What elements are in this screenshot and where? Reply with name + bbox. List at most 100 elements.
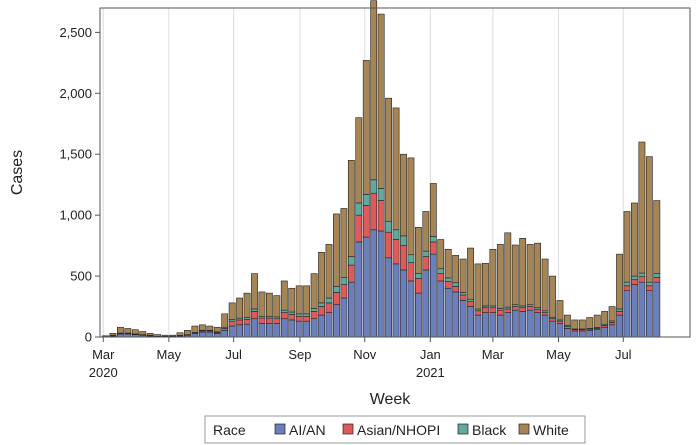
bar-segment-ai-an (347, 281, 355, 338)
bar-segment-asian-nhopi (310, 311, 318, 320)
bar-segment-asian-nhopi (623, 285, 631, 291)
legend: Race AI/AN Asian/NHOPI Black White (204, 415, 586, 444)
bar-segment-ai-an (407, 280, 415, 338)
bar-segment-ai-an (429, 253, 437, 338)
bar-segment-ai-an (258, 323, 266, 338)
x-axis: Mar 2020 May Jul Sep Nov Jan 2021 Mar May Jul (89, 337, 632, 380)
bar-segment-asian-nhopi (444, 281, 452, 289)
bar-segment-white (184, 329, 191, 335)
bar-segment-ai-an (280, 318, 288, 338)
bar-segment-white (131, 329, 139, 335)
bar-segment-ai-an (340, 297, 348, 338)
bar-segment-white (109, 333, 117, 336)
x-tick-label: Jan (420, 347, 441, 362)
bar-segment-ai-an (228, 325, 236, 338)
bar-segment-white (161, 334, 169, 337)
bar-segment-asian-nhopi (295, 315, 303, 322)
bar-segment-ai-an (303, 320, 311, 338)
bar-segment-ai-an (474, 314, 482, 338)
bar-segment-asian-nhopi (511, 306, 519, 311)
bar-segment-asian-nhopi (400, 245, 407, 271)
bar-segment-black (452, 282, 460, 287)
bar-segment-white (370, 0, 378, 181)
bar-segment-ai-an (377, 230, 385, 338)
bar-segment-asian-nhopi (258, 317, 266, 324)
bar-segment-white (534, 242, 541, 309)
bar-segment-asian-nhopi (519, 307, 527, 312)
bar-segment-asian-nhopi (265, 317, 273, 324)
bar-segment-ai-an (571, 330, 579, 338)
bar-segment-ai-an (645, 290, 653, 338)
bar-segment-black (318, 302, 325, 307)
bar-segment-white (236, 297, 243, 319)
bar-segment-asian-nhopi (228, 320, 236, 327)
bar-segment-black (251, 308, 258, 312)
bar-segment-white (422, 211, 430, 252)
bar-segment-asian-nhopi (429, 241, 437, 255)
y-tick-label: 2,000 (59, 86, 92, 101)
bar-segment-asian-nhopi (556, 320, 564, 324)
bar-segment-black (623, 281, 631, 287)
bar-segment-black (280, 309, 288, 313)
bar-segment-ai-an (452, 291, 460, 338)
bar-segment-black (325, 297, 333, 304)
bar-segment-asian-nhopi (370, 192, 378, 231)
bar-segment-white (146, 333, 154, 336)
bar-segment-white (295, 285, 303, 315)
bar-segment-black (333, 286, 340, 293)
bar-segment-asian-nhopi (437, 273, 445, 282)
bar-segment-asian-nhopi (362, 205, 370, 238)
bar-segment-white (265, 292, 273, 317)
bar-segment-black (295, 313, 303, 317)
x-tick-label: May (157, 347, 182, 362)
y-tick-label: 500 (70, 269, 92, 284)
legend-swatch (342, 423, 354, 435)
bar-segment-asian-nhopi (407, 262, 415, 282)
bar-segment-asian-nhopi (377, 200, 385, 232)
bar-segment-white (392, 107, 400, 231)
bar-segment-ai-an (653, 281, 661, 338)
bar-segment-ai-an (392, 263, 400, 338)
bar-segment-black (370, 179, 378, 194)
bar-segment-white (325, 244, 333, 299)
x-tick-label: Nov (353, 347, 377, 362)
bar-segment-white (139, 331, 147, 335)
bar-segment-ai-an (385, 257, 392, 338)
x-tick-label: Mar (482, 347, 505, 362)
x-tick-year: 2021 (416, 365, 445, 380)
legend-swatch (457, 423, 469, 435)
bar-segment-white (347, 160, 355, 257)
legend-label: Black (472, 422, 507, 438)
bar-segment-asian-nhopi (347, 264, 355, 283)
bar-segment-ai-an (251, 318, 258, 338)
bar-segment-ai-an (601, 326, 609, 338)
bar-segment-white (221, 313, 229, 328)
bar-segment-ai-an (534, 312, 541, 338)
x-axis-title: Week (370, 391, 412, 408)
bar-segment-ai-an (482, 312, 489, 338)
bar-segment-ai-an (496, 314, 504, 338)
bar-segment-white (489, 248, 497, 307)
bar-segment-white (482, 262, 489, 307)
bar-segment-ai-an (295, 320, 303, 338)
bar-segment-white (169, 334, 176, 337)
bar-segment-white (645, 156, 653, 283)
bar-segment-white (414, 227, 422, 274)
bar-segment-ai-an (556, 323, 564, 338)
bar-segment-asian-nhopi (474, 310, 482, 316)
bar-segment-asian-nhopi (325, 302, 333, 313)
bar-segment-asian-nhopi (385, 231, 392, 259)
bar-segment-white (571, 319, 579, 330)
bar-segment-asian-nhopi (504, 308, 512, 313)
bar-segment-white (288, 287, 296, 313)
bar-segment-black (288, 311, 296, 315)
bar-segment-ai-an (489, 312, 497, 338)
bar-segment-asian-nhopi (392, 239, 400, 265)
bar-segment-white (117, 326, 124, 334)
bar-segment-asian-nhopi (459, 294, 467, 301)
bar-segment-white (511, 244, 519, 306)
plot-frame (99, 7, 691, 338)
bar-segment-white (318, 252, 325, 304)
bar-segment-asian-nhopi (280, 312, 288, 320)
